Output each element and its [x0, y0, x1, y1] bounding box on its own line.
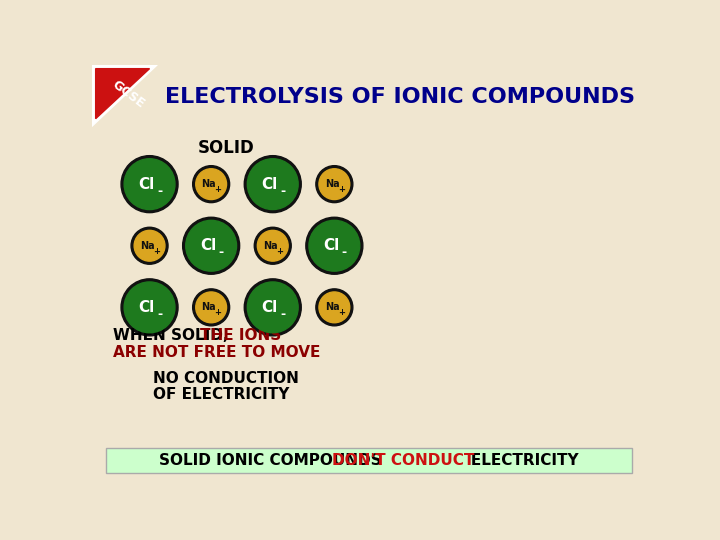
Text: -: -: [157, 185, 162, 198]
Text: SOLID: SOLID: [198, 139, 255, 157]
Text: SOLID IONIC COMPOUNDS                 ELECTRICITY: SOLID IONIC COMPOUNDS ELECTRICITY: [159, 453, 579, 468]
Text: DON'T CONDUCT: DON'T CONDUCT: [332, 453, 474, 468]
Text: Na: Na: [263, 241, 278, 251]
Text: +: +: [153, 247, 160, 255]
Text: OF ELECTRICITY: OF ELECTRICITY: [153, 387, 289, 402]
Text: -: -: [280, 185, 285, 198]
Circle shape: [316, 289, 353, 326]
Text: +: +: [276, 247, 283, 255]
Text: Cl: Cl: [200, 238, 216, 253]
Circle shape: [131, 227, 168, 264]
Text: NO CONDUCTION: NO CONDUCTION: [153, 372, 300, 387]
Text: -: -: [342, 246, 347, 259]
FancyBboxPatch shape: [106, 448, 632, 473]
Text: +: +: [338, 308, 345, 317]
Circle shape: [244, 156, 301, 213]
Text: Cl: Cl: [261, 300, 278, 315]
Circle shape: [193, 166, 230, 202]
Circle shape: [248, 159, 298, 210]
Circle shape: [134, 231, 165, 261]
Circle shape: [124, 159, 175, 210]
Text: THE IONS: THE IONS: [200, 328, 282, 343]
Circle shape: [124, 282, 175, 333]
Text: Cl: Cl: [323, 238, 339, 253]
Text: Na: Na: [140, 241, 155, 251]
Circle shape: [319, 292, 350, 323]
Text: ARE NOT FREE TO MOVE: ARE NOT FREE TO MOVE: [113, 345, 320, 360]
Circle shape: [309, 220, 360, 271]
Text: Cl: Cl: [138, 177, 155, 192]
Text: +: +: [338, 185, 345, 194]
Text: -: -: [219, 246, 224, 259]
Text: -: -: [280, 308, 285, 321]
Polygon shape: [92, 65, 157, 126]
Text: +: +: [215, 185, 222, 194]
Circle shape: [121, 279, 178, 336]
Circle shape: [306, 217, 363, 274]
Text: +: +: [215, 308, 222, 317]
Circle shape: [254, 227, 291, 264]
Text: WHEN SOLID,: WHEN SOLID,: [113, 328, 234, 343]
Circle shape: [183, 217, 240, 274]
Text: Na: Na: [202, 179, 216, 189]
Text: Na: Na: [325, 179, 339, 189]
Circle shape: [121, 156, 178, 213]
Text: GCSE: GCSE: [110, 78, 148, 110]
Circle shape: [186, 220, 237, 271]
Circle shape: [193, 289, 230, 326]
Text: ELECTROLYSIS OF IONIC COMPOUNDS: ELECTROLYSIS OF IONIC COMPOUNDS: [165, 87, 635, 107]
Text: -: -: [157, 308, 162, 321]
Polygon shape: [96, 69, 150, 119]
Text: Na: Na: [325, 302, 339, 312]
Circle shape: [248, 282, 298, 333]
Circle shape: [257, 231, 288, 261]
Circle shape: [316, 166, 353, 202]
Text: Cl: Cl: [261, 177, 278, 192]
Circle shape: [196, 292, 227, 323]
Circle shape: [244, 279, 301, 336]
Circle shape: [196, 169, 227, 200]
Circle shape: [319, 169, 350, 200]
Text: Na: Na: [202, 302, 216, 312]
Text: Cl: Cl: [138, 300, 155, 315]
